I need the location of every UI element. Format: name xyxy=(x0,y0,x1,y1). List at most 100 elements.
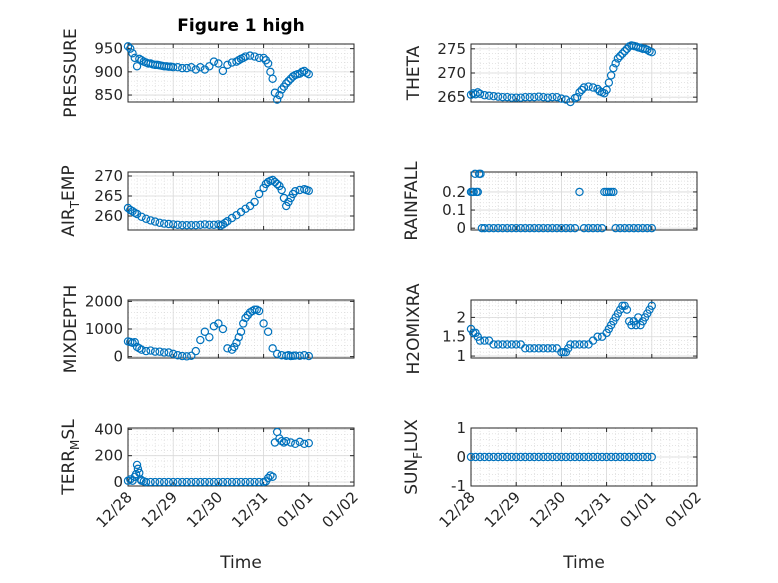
data-point xyxy=(173,62,182,72)
data-point xyxy=(173,220,182,229)
data-point xyxy=(191,65,200,74)
data-point xyxy=(530,344,539,353)
data-point xyxy=(304,438,313,448)
data-point xyxy=(521,344,530,353)
data-point xyxy=(268,472,277,481)
data-point xyxy=(548,452,557,462)
y-axis-label: AIRTEMP xyxy=(59,165,82,236)
data-point xyxy=(168,62,178,72)
data-point xyxy=(146,346,155,355)
y-axis-label: THETA xyxy=(404,45,424,101)
data-point xyxy=(638,223,647,233)
data-point xyxy=(634,223,643,233)
data-point xyxy=(512,452,521,462)
axes-box xyxy=(470,171,698,231)
data-point xyxy=(182,477,191,487)
scatter-series xyxy=(466,169,657,233)
data-point xyxy=(282,201,291,211)
y-tick-label: 2000 xyxy=(85,292,123,310)
data-point xyxy=(502,223,512,233)
scatter-series xyxy=(123,175,313,230)
data-point xyxy=(466,452,476,462)
data-point xyxy=(573,92,582,102)
data-point xyxy=(493,223,503,233)
data-point xyxy=(484,223,494,233)
data-point xyxy=(557,348,566,357)
data-point xyxy=(259,319,268,328)
x-tick-label: 12/31 xyxy=(228,488,271,531)
data-point xyxy=(475,89,485,98)
data-point xyxy=(631,320,641,330)
data-point xyxy=(218,66,228,76)
data-point xyxy=(196,62,205,72)
x-tick-label: 12/31 xyxy=(571,488,614,531)
data-point xyxy=(272,349,282,359)
data-point xyxy=(135,344,144,353)
data-point xyxy=(128,49,137,58)
data-point xyxy=(209,322,219,331)
data-point xyxy=(277,185,286,195)
data-point xyxy=(187,477,196,487)
data-point xyxy=(575,187,584,197)
data-point xyxy=(493,452,503,462)
data-point xyxy=(480,223,489,233)
data-point xyxy=(250,52,259,61)
data-point xyxy=(126,44,135,53)
data-point xyxy=(270,438,280,447)
data-point xyxy=(150,347,160,356)
data-point xyxy=(159,219,169,228)
data-point xyxy=(602,452,611,462)
data-point xyxy=(209,57,219,66)
data-point xyxy=(245,477,255,487)
axes-box xyxy=(127,171,355,231)
data-point xyxy=(548,223,557,233)
data-point xyxy=(575,88,584,97)
data-point xyxy=(164,62,173,71)
data-point xyxy=(622,305,632,314)
data-point xyxy=(288,72,298,81)
figure-title: Figure 1 high xyxy=(177,16,305,36)
data-point xyxy=(539,452,548,462)
data-point xyxy=(611,452,620,462)
data-point xyxy=(516,93,525,102)
data-point xyxy=(618,49,627,58)
subplot-pressure: 850 900 950 PRESSURE xyxy=(61,28,355,118)
data-point xyxy=(543,452,553,462)
y-tick-label: 1000 xyxy=(85,320,123,338)
x-tick-label: 01/01 xyxy=(273,488,316,531)
data-point xyxy=(141,477,151,487)
data-point xyxy=(141,214,151,223)
data-point xyxy=(620,47,629,56)
data-point xyxy=(584,82,593,91)
y-tick-label: 0 xyxy=(113,348,123,366)
data-point xyxy=(205,333,214,342)
data-point xyxy=(250,305,259,314)
y-tick-label: -1 xyxy=(451,477,466,495)
data-point xyxy=(196,477,205,487)
data-point xyxy=(473,187,482,197)
data-point xyxy=(584,223,593,233)
data-point xyxy=(182,352,191,361)
data-point xyxy=(516,340,525,349)
y-tick-label: 0 xyxy=(113,473,123,491)
scatter-series xyxy=(466,452,657,462)
data-point xyxy=(475,336,485,345)
data-point xyxy=(268,74,277,84)
data-point xyxy=(498,92,507,102)
y-tick-label: 850 xyxy=(94,86,123,104)
data-point xyxy=(164,219,173,229)
data-point xyxy=(130,338,139,347)
data-point xyxy=(137,56,146,65)
data-point xyxy=(634,452,643,462)
data-point xyxy=(543,223,553,233)
x-tick-label: 12/29 xyxy=(481,488,524,531)
data-point xyxy=(304,69,313,79)
data-point xyxy=(530,92,539,102)
data-point xyxy=(300,439,309,449)
x-tick-label: 01/02 xyxy=(662,488,705,531)
data-point xyxy=(489,340,498,349)
axes-box xyxy=(470,299,698,359)
data-point xyxy=(191,346,200,356)
data-point xyxy=(570,452,580,462)
